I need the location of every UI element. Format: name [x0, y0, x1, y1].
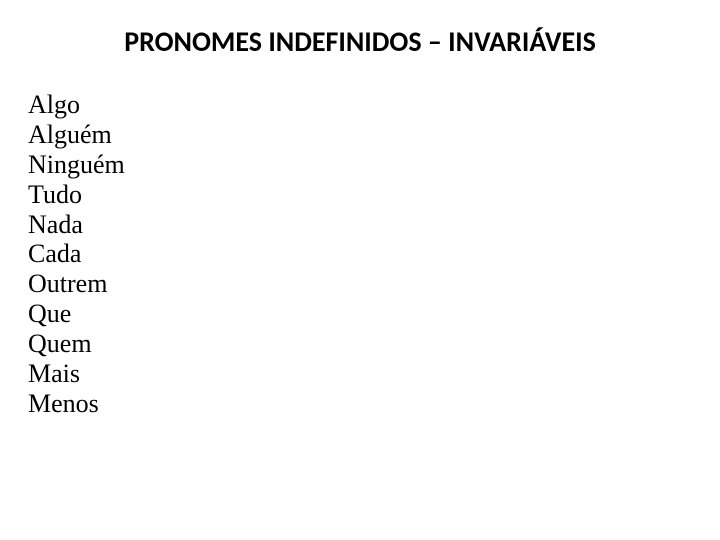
slide-title: PRONOMES INDEFINIDOS – INVARIÁVEIS — [0, 0, 720, 59]
list-item: Outrem — [28, 269, 125, 299]
list-item: Nada — [28, 210, 125, 240]
list-item: Que — [28, 299, 125, 329]
list-item: Menos — [28, 389, 125, 419]
list-item: Mais — [28, 359, 125, 389]
pronoun-list: Algo Alguém Ninguém Tudo Nada Cada Outre… — [28, 90, 125, 419]
list-item: Cada — [28, 239, 125, 269]
list-item: Algo — [28, 90, 125, 120]
list-item: Alguém — [28, 120, 125, 150]
list-item: Ninguém — [28, 150, 125, 180]
list-item: Quem — [28, 329, 125, 359]
list-item: Tudo — [28, 180, 125, 210]
